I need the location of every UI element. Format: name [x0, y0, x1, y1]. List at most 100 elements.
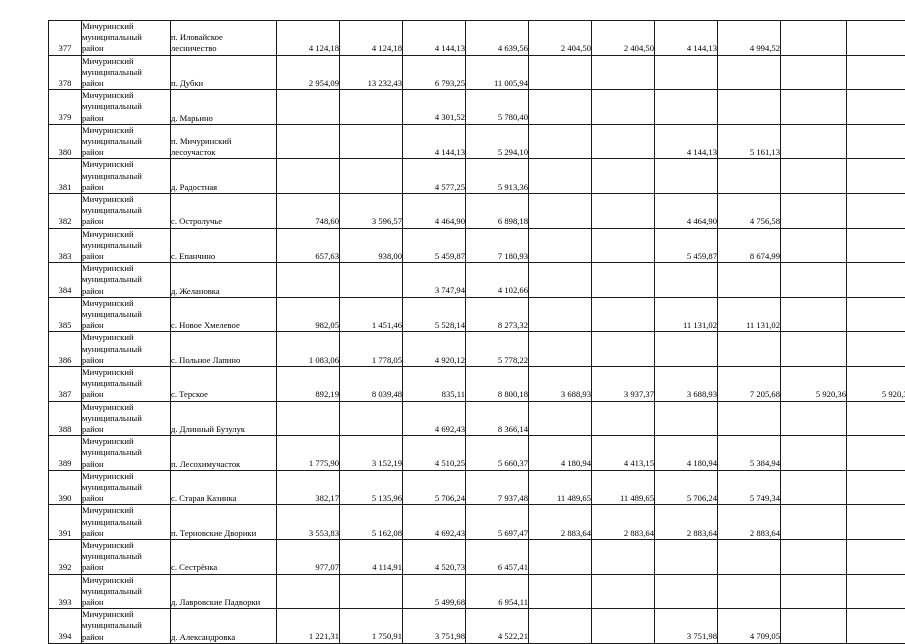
value-cell-3: 4 692,43 — [403, 505, 466, 540]
settlement-name-line: с. Новое Хмелевое — [171, 320, 276, 331]
district-name-line: Мичуринский — [82, 21, 170, 32]
value-cell-5: 3 688,93 — [529, 366, 592, 401]
value-cell-4: 7 180,93 — [466, 228, 529, 263]
value-cell-5 — [529, 90, 592, 125]
district-name-line: Мичуринский — [82, 540, 170, 551]
settlement-name-cell: с. Терское — [171, 366, 277, 401]
district-name-line: район — [82, 182, 170, 193]
row-number-cell: 390 — [49, 470, 82, 505]
value-cell-6 — [592, 90, 655, 125]
district-name-line: район — [82, 43, 170, 54]
row-number-cell: 380 — [49, 124, 82, 159]
settlement-name-cell: д. Длинный Бузулук — [171, 401, 277, 436]
district-name-line: муниципальный — [82, 482, 170, 493]
value-cell-10 — [847, 436, 905, 471]
value-cell-3: 4 510,25 — [403, 436, 466, 471]
value-cell-3: 5 499,68 — [403, 574, 466, 609]
value-cell-9 — [781, 21, 847, 56]
value-cell-7: 3 688,93 — [655, 366, 718, 401]
row-number-cell: 392 — [49, 539, 82, 574]
value-cell-5 — [529, 193, 592, 228]
value-cell-6 — [592, 228, 655, 263]
value-cell-4: 5 913,36 — [466, 159, 529, 194]
row-number-cell: 391 — [49, 505, 82, 540]
value-cell-6 — [592, 609, 655, 644]
value-cell-5 — [529, 159, 592, 194]
settlement-name-line: с. Старая Казинка — [171, 493, 276, 504]
value-cell-5 — [529, 574, 592, 609]
settlement-name-cell: с. Польное Лапино — [171, 332, 277, 367]
settlement-name-line: д. Лавровские Падворки — [171, 597, 276, 608]
settlement-name-line: лесничество — [171, 43, 276, 54]
value-cell-6 — [592, 539, 655, 574]
district-name-line: район — [82, 562, 170, 573]
value-cell-6 — [592, 263, 655, 298]
value-cell-3: 4 301,52 — [403, 90, 466, 125]
settlement-name-line: с. Сестрёнка — [171, 562, 276, 573]
value-cell-3: 5 459,87 — [403, 228, 466, 263]
settlement-name-line: п. Дубки — [171, 78, 276, 89]
value-cell-9: 5 920,36 — [781, 366, 847, 401]
value-cell-8: 2 883,64 — [718, 505, 781, 540]
value-cell-7: 3 751,98 — [655, 609, 718, 644]
value-cell-4: 6 954,11 — [466, 574, 529, 609]
value-cell-9 — [781, 436, 847, 471]
value-cell-10 — [847, 332, 905, 367]
district-name-line: муниципальный — [82, 32, 170, 43]
value-cell-6: 2 883,64 — [592, 505, 655, 540]
value-cell-2: 938,00 — [340, 228, 403, 263]
value-cell-6 — [592, 297, 655, 332]
value-cell-8: 5 161,13 — [718, 124, 781, 159]
value-cell-1 — [277, 159, 340, 194]
value-cell-1: 892,19 — [277, 366, 340, 401]
district-name-line: Мичуринский — [82, 229, 170, 240]
value-cell-8 — [718, 159, 781, 194]
settlement-name-line: с. Польное Лапино — [171, 355, 276, 366]
district-name-line: муниципальный — [82, 136, 170, 147]
settlement-name-cell: с. Новое Хмелевое — [171, 297, 277, 332]
settlement-name-cell: д. Александровка — [171, 609, 277, 644]
value-cell-8 — [718, 55, 781, 90]
value-cell-8: 5 384,94 — [718, 436, 781, 471]
value-cell-8 — [718, 574, 781, 609]
district-name-line: Мичуринский — [82, 263, 170, 274]
value-cell-2 — [340, 263, 403, 298]
row-number-cell: 386 — [49, 332, 82, 367]
district-name-line: район — [82, 389, 170, 400]
value-cell-6: 2 404,50 — [592, 21, 655, 56]
value-cell-10 — [847, 263, 905, 298]
settlement-name-line: с. Терское — [171, 389, 276, 400]
value-cell-1: 982,05 — [277, 297, 340, 332]
value-cell-8 — [718, 401, 781, 436]
settlement-name-line: д. Александровка — [171, 632, 276, 643]
row-number-cell: 377 — [49, 21, 82, 56]
value-cell-4: 8 273,32 — [466, 297, 529, 332]
value-cell-1: 4 124,18 — [277, 21, 340, 56]
district-name-line: Мичуринский — [82, 367, 170, 378]
district-name-line: район — [82, 78, 170, 89]
district-name-line: муниципальный — [82, 517, 170, 528]
settlement-name-line: д. Марьино — [171, 113, 276, 124]
value-cell-7: 4 180,94 — [655, 436, 718, 471]
value-cell-10 — [847, 574, 905, 609]
district-name-line: муниципальный — [82, 378, 170, 389]
value-cell-4: 11 005,94 — [466, 55, 529, 90]
